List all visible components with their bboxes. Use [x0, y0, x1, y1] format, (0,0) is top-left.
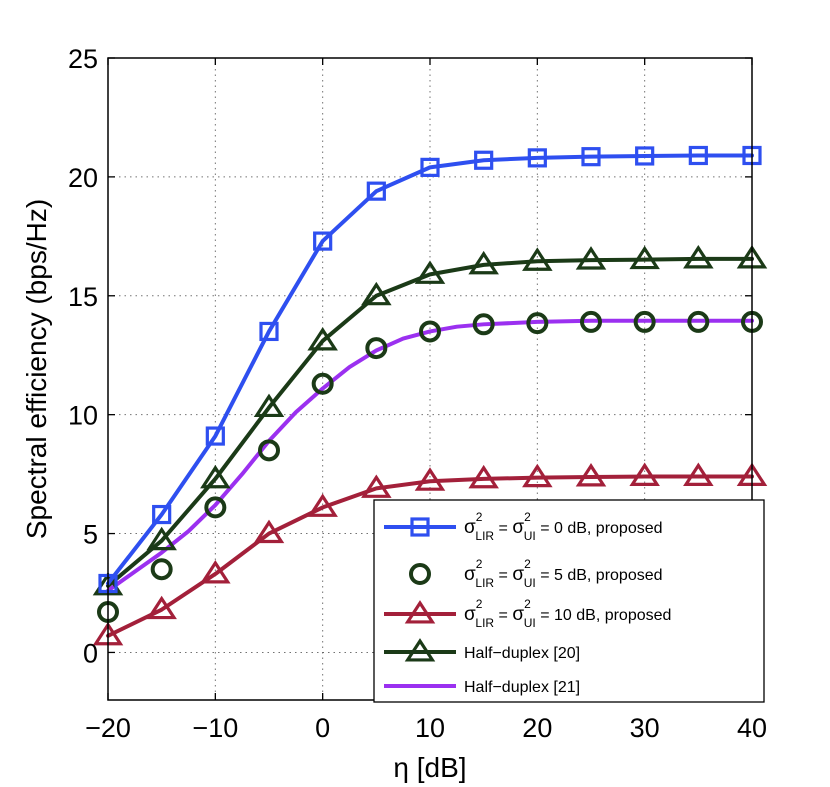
data-point — [253, 519, 285, 544]
data-point — [419, 320, 441, 343]
y-tick-label: 5 — [83, 520, 98, 550]
data-point — [205, 426, 225, 446]
data-point — [253, 393, 285, 418]
y-tick-label: 10 — [68, 401, 98, 431]
data-point — [366, 181, 386, 201]
legend-marker — [409, 563, 431, 585]
legend-label: Half−duplex [21] — [464, 679, 580, 696]
series-line-half_duplex_20 — [106, 256, 754, 588]
data-point — [522, 463, 553, 488]
legend-item-proposed_10dB: σ2 LIR = σ2 UI = 10 dB, proposed — [384, 597, 671, 630]
x-tick-label: 0 — [315, 713, 330, 743]
legend-box — [373, 499, 765, 703]
series-line-proposed_0dB — [106, 153, 754, 586]
data-point — [575, 463, 607, 487]
data-point — [522, 247, 553, 271]
series-proposed_0dB — [98, 145, 762, 594]
data-point — [468, 250, 499, 275]
legend-label: Half−duplex [20] — [464, 645, 580, 662]
data-point — [420, 157, 440, 177]
y-axis-label: Spectral efficiency (bps/Hz) — [21, 199, 52, 539]
x-axis-label: η [dB] — [393, 752, 466, 783]
data-point — [629, 245, 660, 270]
data-point — [687, 310, 710, 333]
data-point — [414, 467, 446, 491]
data-point — [361, 281, 392, 306]
data-point — [633, 310, 656, 333]
legend-label: σ2 LIR = σ2 UI = 5 dB, proposed — [464, 557, 663, 590]
data-point — [683, 244, 714, 269]
y-tick-label: 20 — [68, 163, 98, 193]
series-proposed_5dB — [97, 310, 763, 624]
data-point — [629, 462, 660, 487]
data-point — [146, 595, 177, 620]
legend-marker — [410, 517, 430, 537]
data-point — [472, 313, 495, 336]
data-point — [580, 310, 602, 333]
data-point — [259, 321, 279, 342]
data-point — [361, 474, 392, 498]
data-point — [683, 462, 714, 487]
data-point — [204, 496, 227, 519]
data-point — [150, 558, 173, 581]
data-point — [527, 148, 547, 168]
data-point — [307, 327, 338, 351]
legend-marker — [404, 600, 436, 624]
data-point — [575, 246, 607, 270]
data-point — [635, 146, 655, 166]
legend-item-half_duplex_20: Half−duplex [20] — [384, 638, 580, 662]
data-point — [581, 147, 601, 167]
data-point — [474, 150, 494, 170]
x-tick-label: 10 — [415, 713, 445, 743]
legend-item-proposed_5dB: σ2 LIR = σ2 UI = 5 dB, proposed — [409, 557, 663, 590]
ticks: −20 −10 0 10 20 30 40 0 5 10 15 20 25 — [68, 44, 767, 743]
data-point — [152, 504, 172, 525]
data-point — [414, 260, 446, 284]
x-tick-label: −20 — [85, 713, 131, 743]
data-point — [307, 493, 338, 517]
legend-item-half_duplex_21: Half−duplex [21] — [384, 679, 580, 696]
series-proposed_10dB — [92, 462, 768, 646]
data-point — [468, 464, 499, 489]
data-point — [258, 439, 280, 462]
data-point — [146, 526, 177, 551]
data-point — [526, 312, 549, 335]
x-tick-label: −10 — [192, 713, 238, 743]
y-tick-label: 15 — [68, 282, 98, 312]
data-point — [200, 560, 231, 584]
data-point — [365, 337, 388, 360]
data-point — [200, 464, 231, 489]
series-group — [92, 145, 768, 646]
legend-label: σ2 LIR = σ2 UI = 0 dB, proposed — [464, 510, 663, 543]
data-point — [313, 231, 333, 251]
legend-item-proposed_0dB: σ2 LIR = σ2 UI = 0 dB, proposed — [384, 510, 663, 543]
x-tick-label: 30 — [630, 713, 660, 743]
legend: σ2 LIR = σ2 UI = 0 dB, proposed σ2 LIR = σ2 U… — [373, 499, 765, 703]
y-tick-label: 25 — [68, 44, 98, 74]
x-tick-label: 20 — [522, 713, 552, 743]
legend-label: σ2 LIR = σ2 UI = 10 dB, proposed — [464, 597, 671, 630]
x-tick-label: 40 — [737, 713, 767, 743]
data-point — [688, 145, 708, 166]
legend-marker — [404, 638, 436, 662]
data-point — [311, 372, 334, 395]
y-tick-label: 0 — [83, 638, 98, 668]
series-line-proposed_10dB — [106, 474, 754, 638]
